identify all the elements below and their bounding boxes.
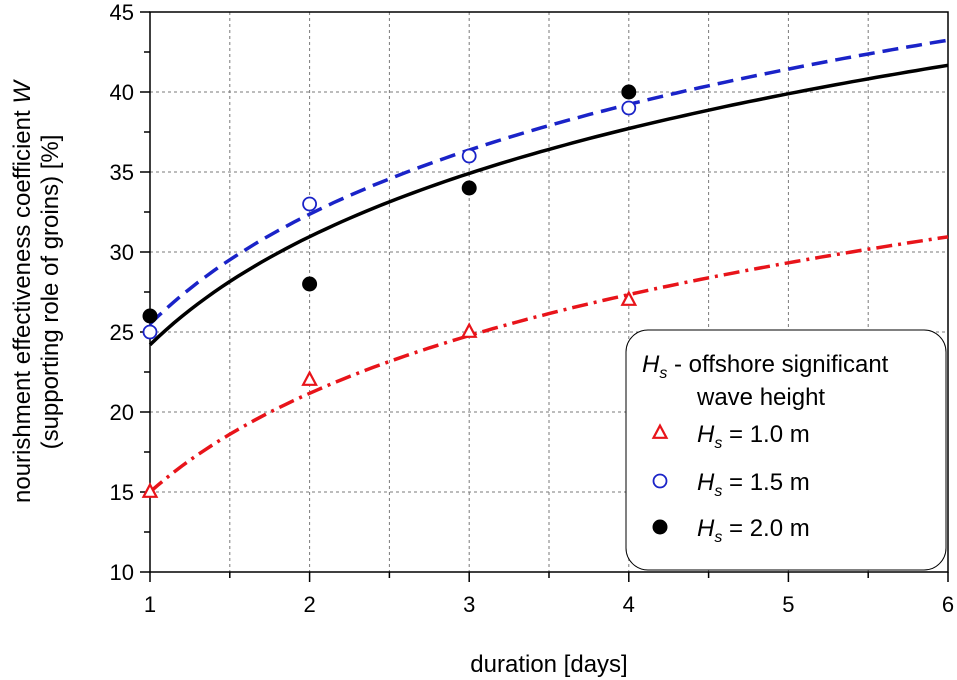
data-point-series-3 bbox=[142, 308, 158, 324]
x-tick-label: 5 bbox=[782, 592, 794, 617]
y-axis-label-line2: (supporting role of groins) [%] bbox=[37, 135, 64, 450]
data-point-series-1 bbox=[620, 290, 638, 306]
legend: Hs - offshore significant wave height Hs… bbox=[625, 329, 947, 571]
data-point-series-2 bbox=[302, 196, 318, 212]
y-tick-label: 30 bbox=[110, 240, 134, 265]
x-axis-label: duration [days] bbox=[470, 651, 627, 678]
y-tick-label: 35 bbox=[110, 160, 134, 185]
legend-entries: Hs = 1.0 mHs = 1.5 mHs = 2.0 m bbox=[651, 421, 810, 546]
legend-label-value: = 1.0 m bbox=[722, 421, 809, 448]
y-tick-label: 10 bbox=[110, 560, 134, 585]
legend-label-subscript: s bbox=[714, 435, 722, 452]
legend-label-series-1: Hs = 1.0 m bbox=[697, 421, 810, 452]
x-tick-label: 1 bbox=[144, 592, 156, 617]
legend-label-subscript: s bbox=[714, 529, 722, 546]
data-point-series-1 bbox=[141, 482, 159, 498]
legend-title-symbol: H bbox=[642, 351, 660, 378]
legend-label-value: = 2.0 m bbox=[722, 515, 809, 542]
data-point-series-2 bbox=[461, 148, 477, 164]
legend-label-symbol: H bbox=[697, 469, 715, 496]
data-point-series-2 bbox=[621, 100, 637, 116]
legend-label-symbol: H bbox=[697, 421, 715, 448]
data-point-series-1 bbox=[460, 322, 478, 338]
data-point-series-2 bbox=[142, 324, 158, 340]
y-axis-label-prefix: nourishment effectiveness coefficient bbox=[9, 104, 36, 503]
legend-label-series-2: Hs = 1.5 m bbox=[697, 469, 810, 500]
legend-marker-series-2 bbox=[652, 473, 668, 489]
y-axis-label-symbol: W bbox=[9, 79, 36, 104]
fit-curve-series-1 bbox=[148, 235, 949, 494]
fit-curve-series-2 bbox=[148, 38, 949, 326]
y-tick-label: 45 bbox=[110, 0, 134, 25]
data-point-series-3 bbox=[461, 180, 477, 196]
data-point-series-3 bbox=[302, 276, 318, 292]
legend-title-line2: wave height bbox=[696, 384, 825, 411]
legend-title-rest: - offshore significant bbox=[667, 351, 888, 378]
data-markers bbox=[141, 84, 638, 498]
legend-label-subscript: s bbox=[714, 483, 722, 500]
x-tick-label: 2 bbox=[303, 592, 315, 617]
y-tick-label: 40 bbox=[110, 80, 134, 105]
legend-title: Hs - offshore significant bbox=[642, 351, 889, 382]
fit-curve-series-3 bbox=[148, 63, 949, 347]
legend-title-subscript: s bbox=[659, 365, 667, 382]
data-point-series-3 bbox=[621, 84, 637, 100]
fit-curves bbox=[148, 38, 949, 494]
x-tick-label: 6 bbox=[942, 592, 954, 617]
legend-box bbox=[625, 329, 947, 571]
y-axis-label: nourishment effectiveness coefficient W bbox=[9, 79, 36, 503]
y-tick-label: 25 bbox=[110, 320, 134, 345]
x-tick-label: 4 bbox=[623, 592, 635, 617]
data-point-series-1 bbox=[301, 370, 318, 386]
legend-label-series-3: Hs = 2.0 m bbox=[697, 515, 810, 546]
legend-marker-series-3 bbox=[652, 519, 668, 535]
y-tick-label: 20 bbox=[110, 400, 134, 425]
legend-label-symbol: H bbox=[697, 515, 715, 542]
legend-marker-series-1 bbox=[651, 423, 669, 439]
y-tick-label: 15 bbox=[110, 480, 134, 505]
legend-label-value: = 1.5 m bbox=[722, 469, 809, 496]
x-tick-label: 3 bbox=[463, 592, 475, 617]
